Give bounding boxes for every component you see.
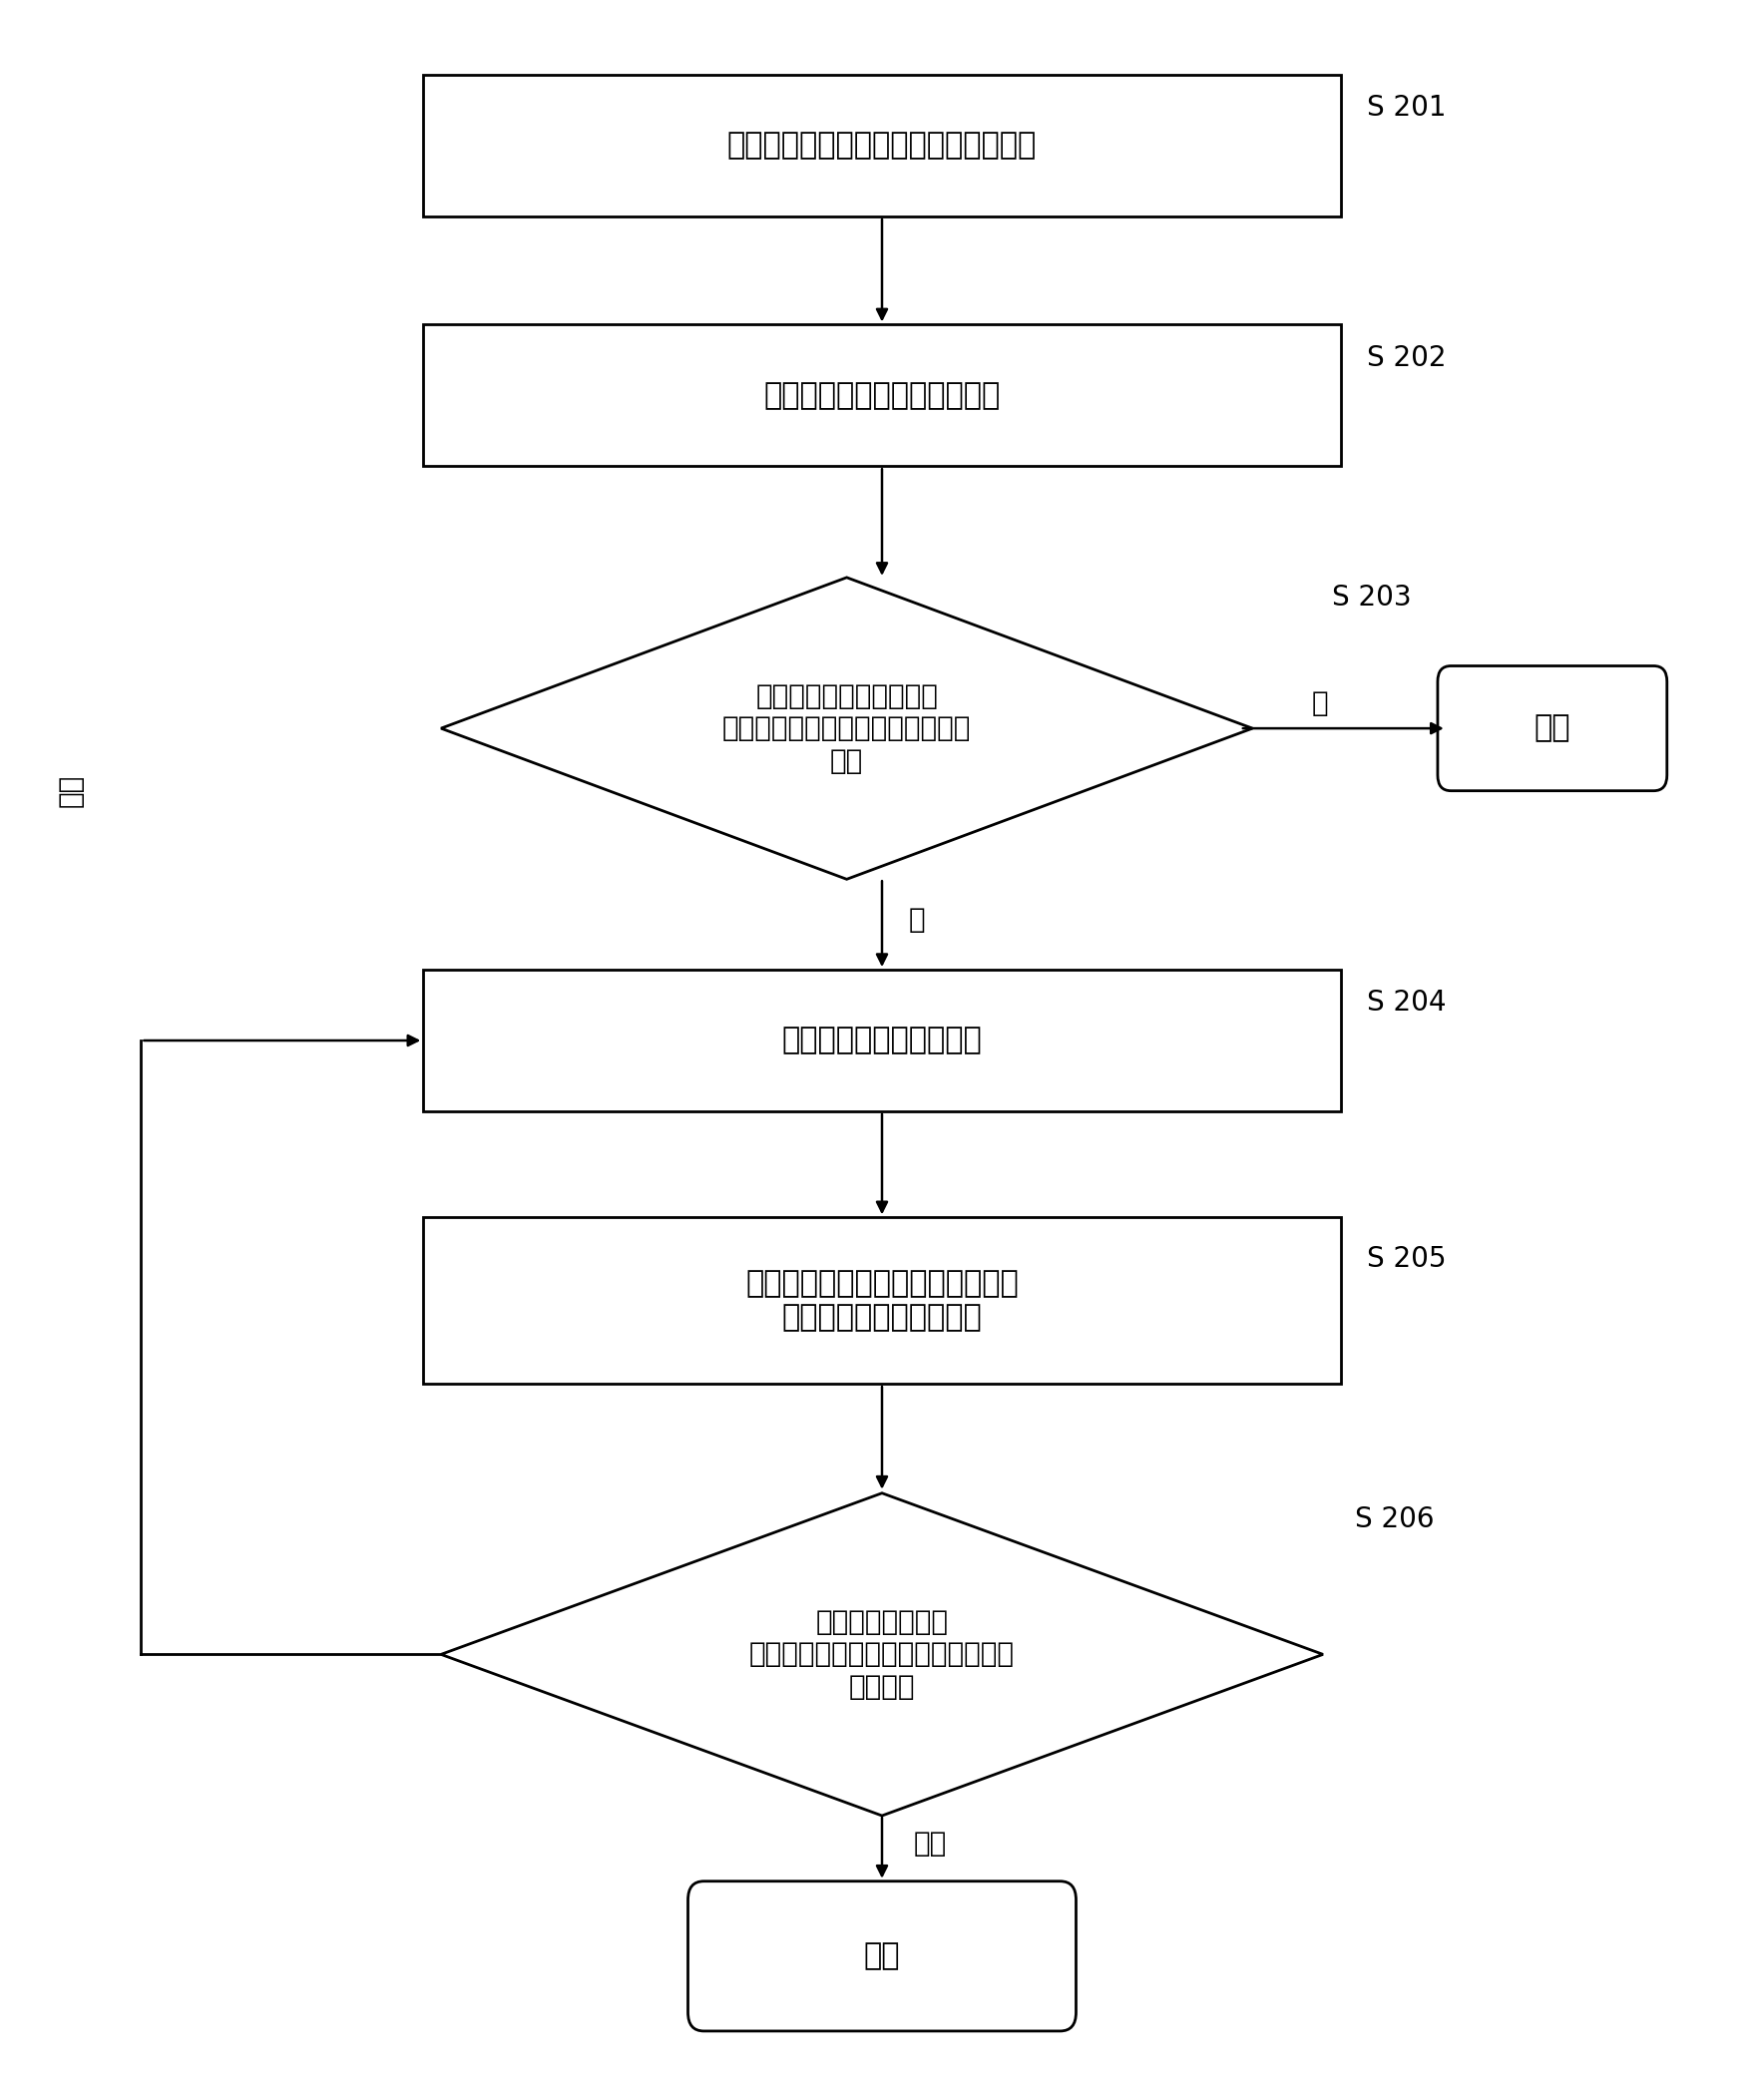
Text: S 201: S 201 xyxy=(1367,94,1446,123)
Bar xyxy=(423,970,1341,1111)
Text: 否: 否 xyxy=(908,905,924,934)
Text: 判断移动终端当前的剩余
电量是否足以维持到所述期望使用
时长: 判断移动终端当前的剩余 电量是否足以维持到所述期望使用 时长 xyxy=(721,683,972,774)
FancyBboxPatch shape xyxy=(688,1881,1076,2031)
Text: 调整移动终端的功率参数: 调整移动终端的功率参数 xyxy=(781,1026,983,1055)
Polygon shape xyxy=(441,1494,1323,1815)
Text: 接收移动终端用户输入的期望使用时长: 接收移动终端用户输入的期望使用时长 xyxy=(727,131,1037,160)
Bar xyxy=(423,325,1341,466)
Text: 结束: 结束 xyxy=(1535,714,1570,743)
FancyBboxPatch shape xyxy=(1438,666,1667,791)
Text: S 202: S 202 xyxy=(1367,343,1446,372)
Bar xyxy=(423,1217,1341,1384)
Text: S 205: S 205 xyxy=(1367,1244,1446,1274)
Text: 结束: 结束 xyxy=(864,1942,900,1971)
Bar xyxy=(423,75,1341,216)
Text: 检测移动终端当前的剩余电量: 检测移动终端当前的剩余电量 xyxy=(764,381,1000,410)
Text: 大于: 大于 xyxy=(914,1829,947,1858)
Polygon shape xyxy=(441,579,1252,880)
Text: S 204: S 204 xyxy=(1367,988,1446,1018)
Text: 重新计算移动终端功率参数调整后
移动终端可以使用的时长: 重新计算移动终端功率参数调整后 移动终端可以使用的时长 xyxy=(746,1269,1018,1332)
Text: 是: 是 xyxy=(1311,689,1328,718)
Text: S 206: S 206 xyxy=(1355,1505,1434,1534)
Text: 将重新计算的使用
时长与所述用户输入的期望使用时长
进行比较: 将重新计算的使用 时长与所述用户输入的期望使用时长 进行比较 xyxy=(750,1609,1014,1700)
Text: S 203: S 203 xyxy=(1332,583,1411,612)
Text: 小于: 小于 xyxy=(56,774,85,807)
